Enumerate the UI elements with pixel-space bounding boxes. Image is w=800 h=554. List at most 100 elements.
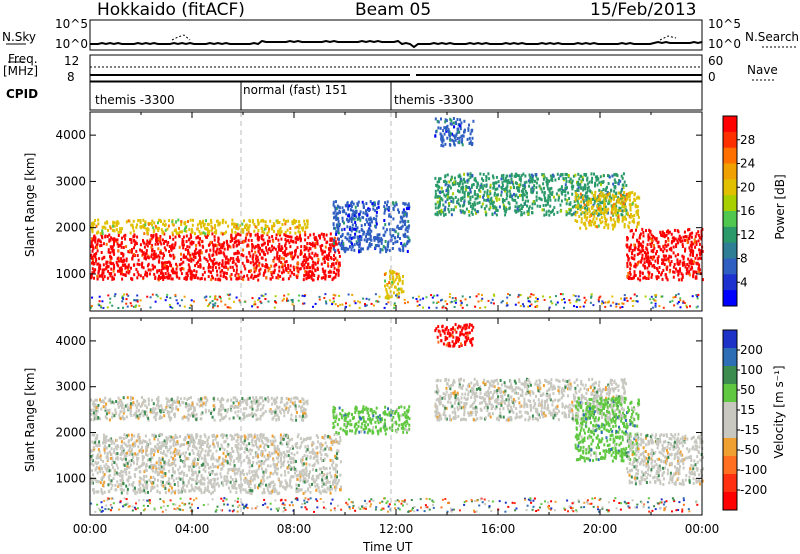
power-cell <box>211 226 214 230</box>
power-cell <box>633 257 636 261</box>
power-cell <box>422 306 424 309</box>
power-cell <box>323 237 326 241</box>
power-cell <box>647 235 650 239</box>
power-cell <box>137 258 140 262</box>
power-cell <box>106 306 109 309</box>
power-cell <box>471 212 474 216</box>
power-cell <box>347 214 350 218</box>
velocity-cell <box>248 465 251 469</box>
power-cell <box>519 179 522 183</box>
power-cell <box>495 181 498 185</box>
power-cell <box>189 272 192 276</box>
power-cell <box>343 246 346 250</box>
velocity-cell <box>123 463 126 467</box>
power-cell <box>622 209 624 213</box>
power-cell <box>390 294 393 298</box>
power-cell <box>586 211 589 215</box>
power-cell <box>125 293 128 296</box>
power-cell <box>436 294 439 297</box>
power-cell <box>162 272 165 276</box>
power-cell <box>673 228 676 232</box>
power-cell <box>374 293 377 296</box>
power-cell <box>407 226 410 230</box>
power-cell <box>472 204 475 208</box>
power-cell <box>168 245 171 248</box>
power-cell <box>98 265 101 268</box>
power-cell <box>617 182 620 186</box>
power-cell <box>442 203 445 207</box>
power-cell <box>351 223 354 227</box>
power-cell <box>280 256 283 260</box>
power-cell <box>135 304 138 307</box>
power-cell <box>697 270 700 273</box>
power-cell <box>382 245 385 248</box>
power-cell <box>547 187 550 191</box>
power-cell <box>604 189 607 193</box>
power-cell <box>654 259 657 263</box>
power-cell <box>218 251 220 255</box>
velocity-cell <box>242 488 245 492</box>
power-cell <box>161 265 164 269</box>
velocity-cell <box>247 437 250 441</box>
power-cell <box>154 300 157 303</box>
power-cell <box>170 246 172 250</box>
power-cell <box>238 242 240 246</box>
power-cell <box>482 195 484 199</box>
velocity-cell <box>243 472 245 476</box>
power-cell <box>480 299 483 302</box>
power-cell <box>626 243 629 247</box>
power-cell <box>570 181 573 185</box>
power-cell <box>514 303 517 306</box>
power-cell <box>400 226 403 230</box>
power-cell <box>236 259 239 263</box>
power-cell <box>300 262 303 266</box>
power-cell <box>265 263 268 266</box>
power-cell <box>149 268 152 272</box>
velocity-cell <box>150 480 152 484</box>
power-cell <box>337 271 340 275</box>
power-cell <box>487 196 490 200</box>
power-cell <box>523 193 526 197</box>
power-cell <box>227 258 230 262</box>
power-cell <box>202 266 205 270</box>
power-cell <box>227 261 230 265</box>
power-cell <box>300 245 303 249</box>
power-cell <box>586 189 589 193</box>
velocity-cell <box>200 491 203 495</box>
power-cell <box>583 211 586 215</box>
power-cell <box>103 225 106 229</box>
nsky-panel-frame <box>89 19 703 51</box>
power-cell <box>598 209 601 212</box>
power-cell <box>647 233 650 237</box>
power-cell <box>591 197 594 201</box>
power-cell <box>440 210 443 213</box>
power-cell <box>375 222 378 226</box>
velocity-cell <box>257 486 259 490</box>
power-cell <box>256 255 259 259</box>
power-cell <box>501 181 504 185</box>
power-cell <box>503 188 506 191</box>
power-cell <box>662 268 665 272</box>
power-cell <box>630 243 633 247</box>
power-cell <box>357 200 360 204</box>
power-cell <box>669 300 672 303</box>
power-cell <box>358 306 361 309</box>
power-cell <box>630 229 633 232</box>
power-cell <box>351 293 354 296</box>
power-cell <box>128 269 131 273</box>
power-cell <box>496 209 499 212</box>
power-cell <box>287 263 290 267</box>
power-cell <box>323 297 326 299</box>
power-cell <box>151 293 154 296</box>
power-cell <box>389 271 392 275</box>
power-cell <box>265 248 268 252</box>
power-cell <box>564 172 567 176</box>
power-cell <box>477 293 480 296</box>
power-cell <box>519 176 522 180</box>
power-cell <box>434 195 437 199</box>
power-cell <box>213 230 216 234</box>
power-cell <box>659 230 662 234</box>
power-cell <box>227 245 229 248</box>
power-cell <box>361 215 364 219</box>
velocity-cell <box>126 451 129 455</box>
